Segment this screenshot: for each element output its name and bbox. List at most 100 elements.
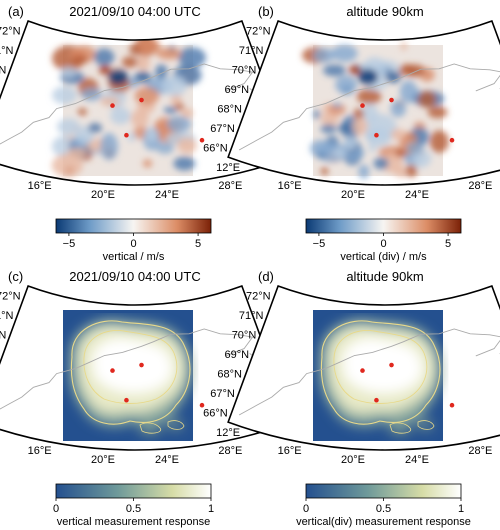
contour-small xyxy=(389,420,435,434)
colorbar xyxy=(305,218,462,234)
lon-tick-label: 16°E xyxy=(278,445,302,457)
lat-tick-label: 70°N xyxy=(232,330,257,342)
colorbar-tick-label: −5 xyxy=(313,238,326,250)
lat-tick-label: 69°N xyxy=(225,349,250,361)
panel-b: 72°N 71°N 70°N 69°N 68°N 67°N 66°N 12°E 16°E 20°E… xyxy=(203,4,500,263)
coastline xyxy=(0,63,254,151)
panel-d: 72°N 71°N 70°N 69°N 68°N 67°N 66°N 12°E 16°E 20°E… xyxy=(203,269,500,528)
panel-title: altitude 90km xyxy=(346,4,423,19)
lat-tick-label: 71°N xyxy=(239,45,264,57)
lon-tick-label: 28°E xyxy=(218,445,242,457)
colorbar-tick-label: 1 xyxy=(458,503,464,515)
station-marker xyxy=(449,137,455,143)
response-region xyxy=(319,318,442,435)
contour-outer xyxy=(320,320,441,425)
lon-tick-label: 16°E xyxy=(28,445,52,457)
colorbar xyxy=(55,218,212,234)
lat-tick-label: 71°N xyxy=(0,310,13,322)
lat-tick-label: 68°N xyxy=(217,103,242,115)
lon-tick-label: 20°E xyxy=(341,189,365,201)
data-field xyxy=(51,34,206,177)
colorbar-tick-label: 0.5 xyxy=(376,503,391,515)
lon-tick-label: 24°E xyxy=(405,189,429,201)
lat-tick-label: 72°N xyxy=(246,291,271,303)
lat-tick-label: 67°N xyxy=(210,123,235,135)
lat-tick-label: 70°N xyxy=(0,330,6,342)
colorbar-label: vertical measurement response xyxy=(57,516,210,528)
colorbar-label: vertical (div) / m/s xyxy=(340,251,427,263)
lon-tick-label: 28°E xyxy=(468,180,492,192)
lat-tick-label: 66°N xyxy=(203,142,228,154)
lat-tick-label: 70°N xyxy=(0,65,6,77)
colorbar-tick-label: 5 xyxy=(445,238,451,250)
lat-tick-label: 69°N xyxy=(225,84,250,96)
contour-inner xyxy=(333,329,428,404)
map-frame xyxy=(227,284,500,451)
panel-label: (b) xyxy=(258,4,274,19)
lon-tick-label: 24°E xyxy=(155,454,179,466)
data-field xyxy=(302,41,449,179)
contour-outer xyxy=(70,320,191,425)
response-region xyxy=(69,318,192,435)
panel-label: (c) xyxy=(8,269,23,284)
colorbar-tick-label: 0 xyxy=(380,238,386,250)
lat-tick-label: 72°N xyxy=(246,26,271,38)
lon-tick-label: 20°E xyxy=(91,189,115,201)
station-marker xyxy=(360,368,365,373)
station-marker xyxy=(199,402,205,408)
panel-c: 72°N 71°N 70°N 69°N 68°N 67°N 66°N 12°E 16°E 20°E… xyxy=(0,269,304,528)
station-marker xyxy=(124,397,129,403)
lat-tick-label: 72°N xyxy=(0,26,21,38)
panel-title: 2021/09/10 04:00 UTC xyxy=(69,269,201,284)
wind-blobs xyxy=(51,34,206,177)
contour-small xyxy=(139,420,185,434)
lat-tick-label: 70°N xyxy=(232,65,257,77)
station-marker xyxy=(374,397,379,403)
colorbar-tick-label: 5 xyxy=(195,238,201,250)
station-marker xyxy=(124,132,129,138)
contour-inner xyxy=(83,329,178,404)
colorbar-tick-label: 0 xyxy=(303,503,309,515)
station-marker xyxy=(139,97,144,103)
colorbar xyxy=(55,483,212,499)
colorbar-tick-label: 0.5 xyxy=(126,503,141,515)
panel-label: (d) xyxy=(258,269,274,284)
lon-tick-label: 20°E xyxy=(341,454,365,466)
data-field xyxy=(63,310,193,441)
lat-tick-label: 67°N xyxy=(210,388,235,400)
data-field xyxy=(313,310,443,441)
coastline xyxy=(238,63,500,151)
lon-tick-label: 12°E xyxy=(216,162,240,174)
lat-tick-label: 66°N xyxy=(203,407,228,419)
station-marker xyxy=(110,103,115,108)
lat-tick-label: 72°N xyxy=(0,291,21,303)
lon-tick-label: 28°E xyxy=(218,180,242,192)
lon-tick-label: 24°E xyxy=(155,189,179,201)
colorbar-tick-label: 0 xyxy=(130,238,136,250)
panel-title: altitude 90km xyxy=(346,269,423,284)
colorbar-label: vertical / m/s xyxy=(103,251,165,263)
lon-tick-label: 12°E xyxy=(216,427,240,439)
colorbar-tick-label: 0 xyxy=(53,503,59,515)
lon-tick-label: 16°E xyxy=(28,180,52,192)
station-marker xyxy=(360,103,365,108)
lon-tick-label: 28°E xyxy=(468,445,492,457)
colorbar-label: vertical(div) measurement response xyxy=(296,516,471,528)
station-marker xyxy=(110,368,115,373)
panel-a: 72°N 71°N 70°N 69°N 68°N 67°N 66°N 12°E 16°E 20°E… xyxy=(0,4,304,263)
coastline xyxy=(238,328,500,416)
station-marker xyxy=(199,137,205,143)
lon-tick-label: 20°E xyxy=(91,454,115,466)
lat-tick-label: 71°N xyxy=(0,45,13,57)
colorbar xyxy=(305,483,462,499)
station-marker xyxy=(449,402,455,408)
lat-tick-label: 68°N xyxy=(217,368,242,380)
lon-tick-label: 24°E xyxy=(405,454,429,466)
station-marker xyxy=(374,132,379,138)
station-marker xyxy=(389,97,394,103)
wind-blobs xyxy=(302,41,449,179)
station-marker xyxy=(389,362,394,368)
station-marker xyxy=(139,362,144,368)
panel-title: 2021/09/10 04:00 UTC xyxy=(69,4,201,19)
